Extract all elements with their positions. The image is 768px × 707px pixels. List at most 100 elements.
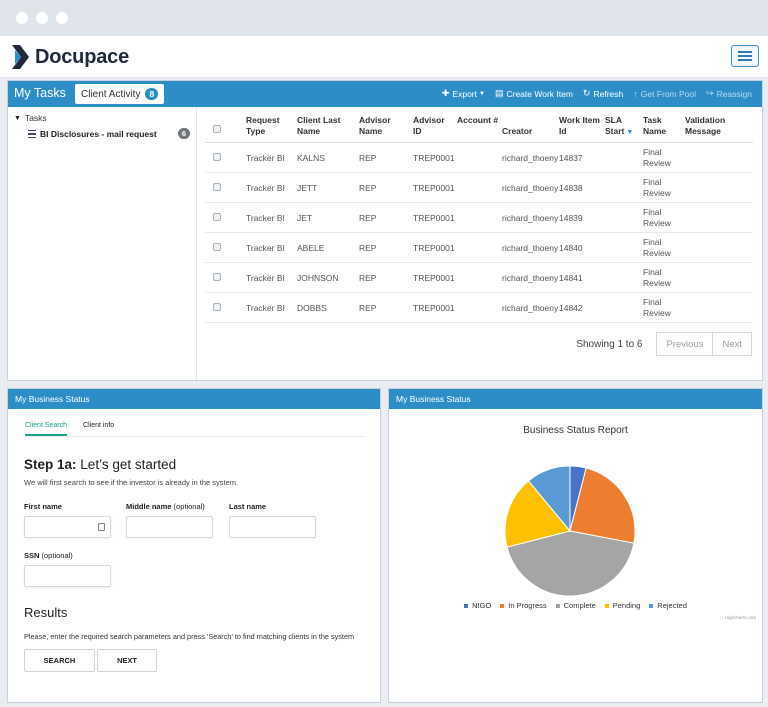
last-name-label-text: Last name [229,502,267,511]
pie-slice-pending[interactable] [504,480,571,548]
column-header-advisor-id[interactable]: Advisor ID [413,115,455,137]
legend-item-nigo[interactable]: NIGO [464,601,491,610]
column-header-work-item-id[interactable]: Work Item Id [559,115,603,137]
column-header-account[interactable]: Account # [457,115,500,126]
table-row[interactable]: Tracker BI DOBBS REP TREP0001 richard_thoeny… [205,293,753,323]
cell-advisor-name: REP [359,153,377,163]
toolbar-create-work-item-button[interactable]: ▤ Create Work Item [495,88,573,99]
table-row[interactable]: Tracker BI ABELE REP TREP0001 richard_thoeny… [205,233,753,263]
cell-client-last-name: JET [297,213,313,223]
row-checkbox[interactable] [213,303,221,311]
column-header-creator[interactable]: Creator [502,126,557,137]
logo[interactable]: Docupace [12,45,129,69]
first-name-field[interactable] [24,516,111,538]
pie-slice-complete[interactable] [506,530,635,597]
last-name-field[interactable] [229,516,316,538]
cell-request-type: Tracker BI [246,273,285,283]
toolbar-export-button[interactable]: ✚ Export ▼ [442,88,485,99]
pie-slice-in-progress[interactable] [569,467,636,544]
hamburger-menu-button[interactable] [731,45,759,67]
next-page-button[interactable]: Next [713,332,752,356]
cell-client-last-name: DOBBS [297,303,327,313]
chart-credits[interactable]: Highcharts.com [724,615,756,620]
browser-chrome [0,0,768,36]
tasks-title: My Tasks [14,86,66,100]
legend-item-rejected[interactable]: Rejected [649,601,687,610]
legend-item-pending[interactable]: Pending [604,601,641,610]
middle-name-field[interactable] [126,516,213,538]
row-checkbox[interactable] [213,273,221,281]
row-checkbox[interactable] [213,183,221,191]
cell-request-type: Tracker BI [246,153,285,163]
cell-work-item-id: 14838 [559,183,583,193]
column-header-label: Advisor Name [359,115,391,136]
step-title: Let’s get started [80,457,177,472]
share-icon: ↪ [706,88,714,98]
legend-item-in-progress[interactable]: In Progress [500,601,547,610]
row-checkbox[interactable] [213,213,221,221]
table-row[interactable]: Tracker BI JETT REP TREP0001 richard_thoeny 1… [205,173,753,203]
cell-creator: richard_thoeny [502,213,559,223]
table-row[interactable]: Tracker BI JOHNSON REP TREP0001 richard_thoe… [205,263,753,293]
sort-desc-icon[interactable]: ▼ [626,129,634,136]
cell-creator: richard_thoeny [502,303,559,313]
column-header-sla-start[interactable]: SLA Start ▼ [605,115,641,138]
file-icon: ▤ [494,88,504,98]
cell-advisor-name: REP [359,213,377,223]
step-heading: Step 1a: Let’s get started [24,457,176,472]
previous-button[interactable]: Previous [656,332,714,356]
tree-root-tasks[interactable]: ▼ Tasks [14,113,47,123]
task-tree: ▼ Tasks BI Disclosures - mail request 6 [8,107,197,380]
panel-title: My Business Status [8,389,380,409]
row-checkbox[interactable] [213,243,221,251]
column-header-request-type[interactable]: Request Type [246,115,295,137]
toolbar-refresh-button[interactable]: ↻ Refresh [583,88,623,99]
my-tasks-panel: My Tasks Client Activity 8 ✚ Export ▼ ▤ Crea… [7,80,763,381]
table-row[interactable]: Tracker BI JET REP TREP0001 richard_thoeny 14… [205,203,753,233]
divider [25,436,365,437]
next-button[interactable]: NEXT [97,649,157,672]
column-header-advisor-name[interactable]: Advisor Name [359,115,411,137]
column-header-label: Client Last Name [297,115,341,136]
legend-item-complete[interactable]: Complete [555,601,596,610]
tab-client-activity[interactable]: Client Activity 8 [75,84,165,104]
pagination: Showing 1 to 6 Previous Next [576,332,752,356]
pie-slice-rejected[interactable] [527,465,571,533]
legend-label: Pending [612,601,641,610]
business-status-search-panel: My Business Status Client Search Client … [7,388,381,703]
legend-swatch [649,603,654,608]
tasks-header: My Tasks Client Activity 8 ✚ Export ▼ ▤ Crea… [8,81,762,107]
cell-advisor-id: TREP0001 [413,183,455,193]
ssn-field[interactable] [24,565,111,587]
toolbar-reassign-button[interactable]: ↪ Reassign [706,88,752,99]
cell-work-item-id: 14842 [559,303,583,313]
keyboard-icon [98,523,105,531]
count-badge: 8 [145,88,159,100]
cell-request-type: Tracker BI [246,213,285,223]
select-all-checkbox[interactable] [213,125,221,133]
column-header-task-name[interactable]: Task Name [643,115,683,137]
toolbar-label: Create Work Item [506,88,573,99]
search-button[interactable]: SEARCH [24,649,95,672]
column-header-validation[interactable]: Validation Message [685,115,745,137]
legend-label: Rejected [657,601,687,610]
column-header-client-last-name[interactable]: Client Last Name [297,115,357,137]
optional-note: (optional) [41,551,73,560]
legend-swatch [464,603,469,608]
row-checkbox[interactable] [213,153,221,161]
cell-client-last-name: JETT [297,183,318,193]
tab-client-info[interactable]: Client info [83,422,115,429]
legend-swatch [604,603,609,608]
plus-icon: ✚ [441,88,450,98]
table-row[interactable]: Tracker BI KALNS REP TREP0001 richard_thoeny… [205,143,753,173]
ssn-label-text: SSN [24,551,40,560]
tree-item-bi-disclosures[interactable]: BI Disclosures - mail request 6 [28,128,190,139]
toolbar-get-from-pool-button[interactable]: ↑ Get From Pool [633,88,696,99]
table-header: Request Type Client Last Name Advisor Name… [205,111,753,143]
cell-client-last-name: ABELE [297,243,325,253]
column-header-label: SLA Start [605,115,625,136]
legend-swatch [500,603,505,608]
tab-client-search[interactable]: Client Search [25,422,68,436]
middle-name-label-text: Middle name [126,502,172,511]
column-header-label: Task Name [643,115,667,136]
